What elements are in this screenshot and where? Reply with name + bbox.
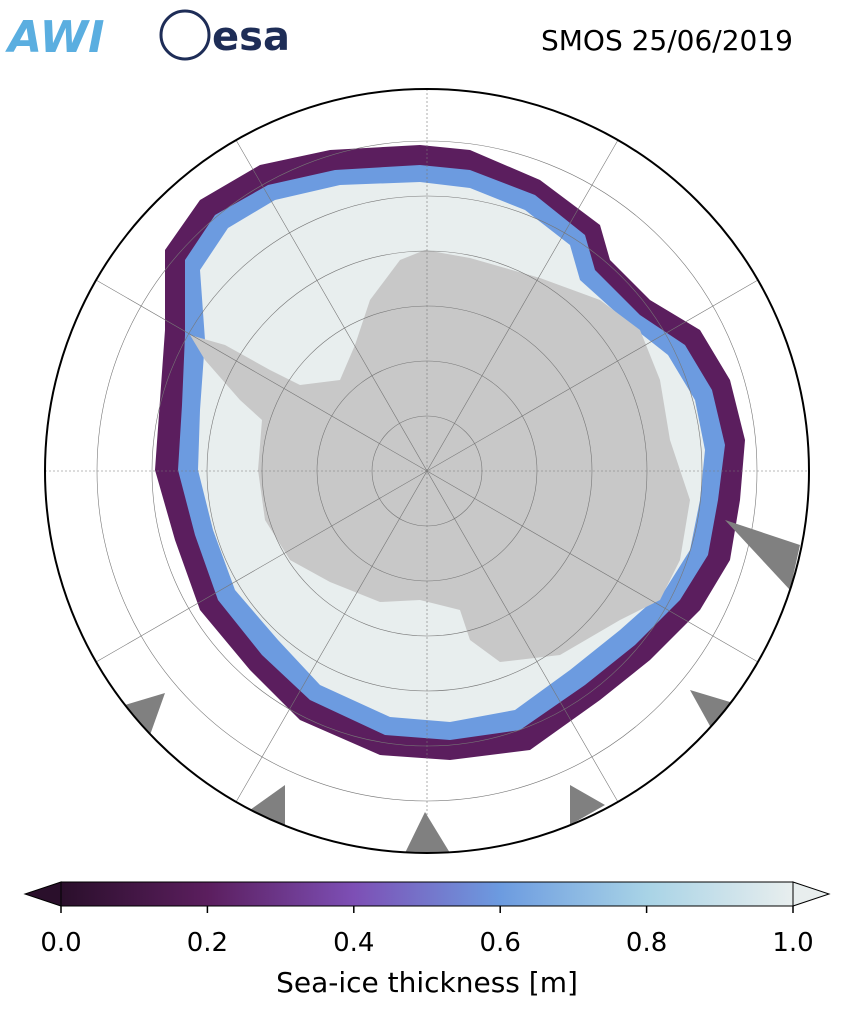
graticule	[45, 89, 809, 853]
colorbar-tick-label: 1.0	[772, 928, 813, 958]
esa-logo: esa	[212, 14, 290, 60]
colorbar-extend-high	[792, 881, 831, 907]
antarctica	[190, 250, 690, 662]
colorbar-tick-label: 0.4	[333, 928, 374, 958]
esa-logo-mark	[159, 9, 211, 61]
awi-logo: AWI	[5, 12, 105, 63]
map	[45, 89, 809, 853]
colorbar-tick-label: 0.6	[480, 928, 521, 958]
colorbar	[23, 881, 831, 907]
map-border	[44, 88, 810, 854]
colorbar-extend-low	[23, 881, 62, 907]
colorbar-tick-label: 0.2	[187, 928, 228, 958]
colorbar-gradient	[60, 881, 794, 907]
title: SMOS 25/06/2019	[541, 24, 793, 57]
colorbar-tick-label: 0.0	[40, 928, 81, 958]
colorbar-label: Sea-ice thickness [m]	[276, 966, 578, 999]
land-fragments	[125, 520, 800, 853]
colorbar-tick-label: 0.8	[626, 928, 667, 958]
